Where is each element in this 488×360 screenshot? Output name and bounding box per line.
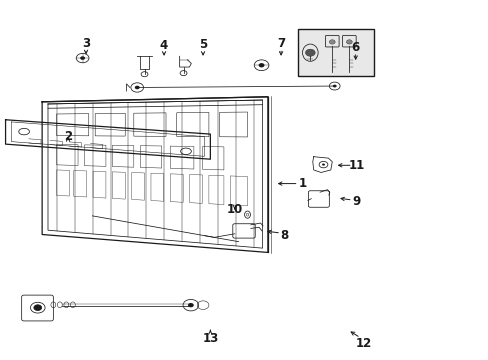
Text: 6: 6	[351, 41, 359, 54]
Text: 3: 3	[82, 37, 90, 50]
Text: 4: 4	[160, 39, 168, 52]
Circle shape	[329, 40, 334, 44]
Bar	[298, 30, 373, 76]
Circle shape	[34, 305, 41, 311]
Circle shape	[332, 85, 336, 87]
Circle shape	[80, 56, 85, 60]
Text: 9: 9	[352, 195, 360, 208]
Text: 5: 5	[199, 38, 207, 51]
Text: 2: 2	[64, 130, 72, 144]
Circle shape	[187, 303, 193, 307]
Text: 13: 13	[202, 332, 218, 345]
Text: 11: 11	[348, 159, 364, 172]
Text: 7: 7	[276, 37, 285, 50]
Circle shape	[322, 163, 325, 166]
Circle shape	[305, 49, 315, 56]
Circle shape	[135, 86, 140, 89]
Text: 10: 10	[226, 203, 243, 216]
Text: 1: 1	[298, 177, 306, 190]
Circle shape	[346, 40, 351, 44]
Text: 12: 12	[355, 337, 371, 350]
Text: 8: 8	[280, 229, 288, 242]
Circle shape	[258, 63, 264, 67]
